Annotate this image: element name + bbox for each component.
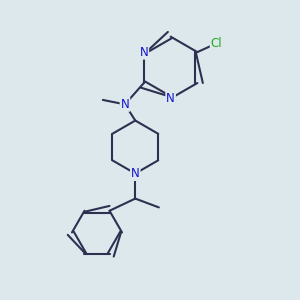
Text: N: N bbox=[140, 46, 148, 59]
Text: N: N bbox=[166, 92, 175, 105]
Text: N: N bbox=[121, 98, 129, 111]
Text: Cl: Cl bbox=[211, 37, 222, 50]
Text: N: N bbox=[131, 167, 140, 180]
